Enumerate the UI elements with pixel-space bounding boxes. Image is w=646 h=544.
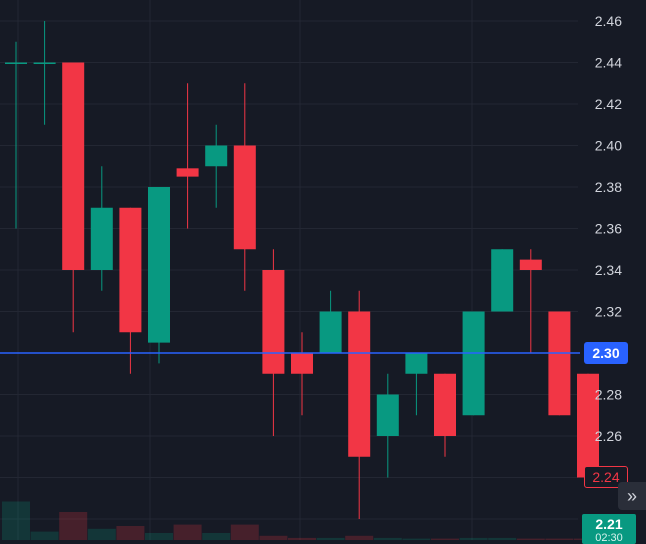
candle-body [577, 373, 599, 478]
scroll-to-realtime-button[interactable]: » [618, 482, 646, 510]
candle[interactable] [577, 373, 599, 478]
candle[interactable] [405, 353, 428, 416]
volume-bar [431, 538, 459, 540]
price-tick-label: 2.46 [595, 13, 622, 29]
candle-body [319, 311, 342, 353]
candle[interactable] [176, 83, 199, 229]
candle-body [519, 259, 542, 270]
volume-bar [288, 537, 316, 540]
price-axis[interactable]: 2.46 2.44 2.42 2.40 2.38 2.36 2.34 2.32 2.28 2.26 [595, 13, 622, 444]
volume-bar [202, 533, 231, 540]
price-tick-label: 2.38 [595, 179, 622, 195]
price-tick-label: 2.44 [595, 55, 622, 71]
candle-body [548, 311, 571, 416]
volume-bar [116, 526, 145, 540]
candle[interactable] [262, 249, 285, 436]
volume-bar [459, 537, 488, 540]
candle[interactable] [233, 83, 256, 291]
volume-bar [345, 535, 374, 540]
volume-bar [316, 537, 345, 540]
candle[interactable] [548, 311, 571, 416]
double-chevron-right-icon: » [626, 485, 637, 506]
volume-bar [87, 528, 116, 540]
candle[interactable] [33, 21, 56, 125]
candles [5, 21, 599, 519]
candle-body [176, 168, 199, 177]
candle[interactable] [348, 290, 371, 519]
volume-bar [516, 538, 545, 540]
last-time-label: 02:30 [595, 532, 623, 544]
candle[interactable] [462, 311, 485, 416]
candle-body [148, 187, 170, 343]
candle[interactable] [90, 166, 113, 291]
last-price-badge: 2.21 02:30 [582, 514, 636, 544]
candle-body [376, 394, 399, 436]
candle-body [262, 270, 285, 374]
candle-body [462, 311, 485, 416]
candle-body [90, 207, 113, 270]
volume-bar [259, 535, 288, 540]
candle-body [233, 145, 256, 250]
candle-body [62, 62, 85, 270]
reference-price-label: 2.24 [592, 469, 620, 485]
candle[interactable] [434, 373, 456, 457]
volume-bar [373, 537, 402, 540]
candle[interactable] [491, 249, 514, 312]
candle[interactable] [519, 249, 542, 353]
volume-bar [2, 501, 30, 540]
price-tick-label: 2.28 [595, 387, 622, 403]
reference-price-badge: 2.24 [584, 466, 628, 488]
volume-bar [402, 538, 431, 540]
candle[interactable] [291, 332, 313, 416]
candle[interactable] [62, 62, 85, 333]
candle-body [119, 207, 142, 333]
candle-body [33, 62, 56, 64]
current-price-label: 2.30 [592, 345, 620, 361]
last-price-label: 2.21 [595, 516, 623, 532]
candle-body [205, 145, 228, 167]
candle[interactable] [205, 124, 228, 208]
volume-bars [2, 501, 602, 540]
volume-bar [173, 524, 202, 540]
candle-body [491, 249, 514, 312]
price-tick-label: 2.26 [595, 428, 622, 444]
candle[interactable] [119, 207, 142, 374]
volume-bar [545, 538, 574, 540]
candle[interactable] [319, 290, 342, 353]
candle-body [291, 353, 313, 374]
price-tick-label: 2.42 [595, 96, 622, 112]
current-price-badge: 2.30 [584, 342, 628, 364]
candle-body [405, 353, 428, 374]
volume-bar [488, 537, 517, 540]
price-tick-label: 2.40 [595, 138, 622, 154]
price-tick-label: 2.36 [595, 221, 622, 237]
volume-bar [59, 512, 88, 540]
candle-body [5, 62, 27, 64]
price-tick-label: 2.34 [595, 262, 622, 278]
price-tick-label: 2.32 [595, 304, 622, 320]
candle-body [348, 311, 371, 457]
volume-bar [145, 533, 173, 540]
candle[interactable] [5, 41, 27, 229]
volume-bar [30, 531, 59, 540]
candle[interactable] [376, 373, 399, 478]
candle[interactable] [148, 187, 170, 364]
volume-bar [230, 524, 259, 540]
candle-body [434, 373, 456, 436]
